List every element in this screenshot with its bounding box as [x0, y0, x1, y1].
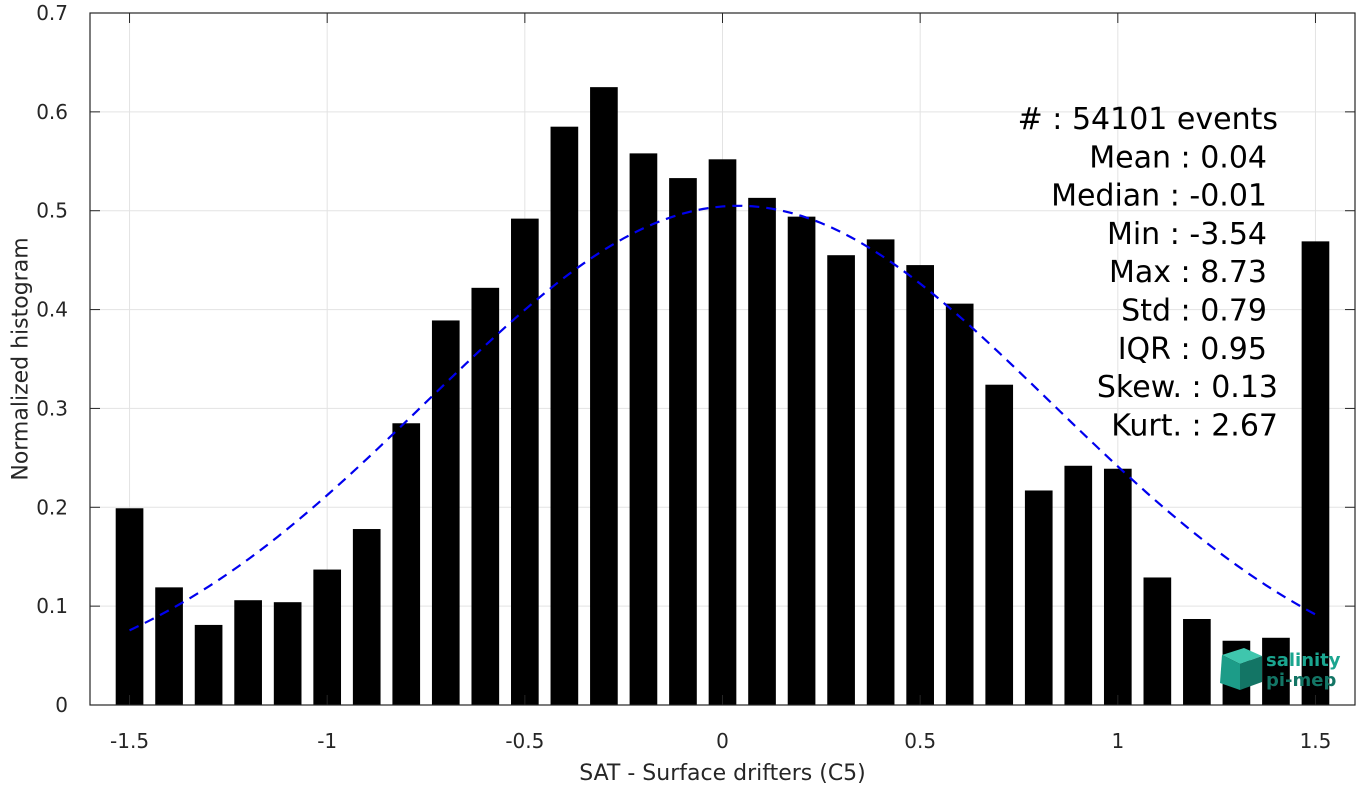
- y-tick-label: 0.3: [36, 396, 68, 420]
- stat-annotation: # : 54101 events: [1018, 102, 1278, 137]
- histogram-bar: [629, 153, 658, 705]
- x-axis: -1.5 -1 -0.5 0 0.5 1 1.5: [110, 13, 1331, 753]
- histogram-bar: [155, 587, 183, 705]
- histogram-bar: [1262, 637, 1290, 705]
- histogram-bar: [392, 423, 421, 705]
- gaussian-fit-line: [129, 204, 1316, 632]
- histogram-bar: [550, 126, 579, 705]
- histogram-bar: [708, 159, 737, 705]
- histogram-bar: [1301, 241, 1330, 706]
- x-tick-label: -1.5: [110, 729, 149, 753]
- histogram-bar: [313, 569, 342, 705]
- cube-logo-icon: [1220, 648, 1262, 690]
- y-tick-label: 0.1: [36, 594, 68, 618]
- stat-annotation: Kurt. : 2.67: [1111, 408, 1278, 443]
- histogram-bar: [827, 255, 855, 705]
- histogram-bar: [748, 197, 776, 705]
- histogram-bar: [273, 602, 302, 705]
- stat-annotation: Median : -0.01: [1051, 179, 1267, 214]
- histogram-bar: [787, 216, 816, 705]
- histogram-bar: [866, 239, 895, 705]
- x-tick-label: 0.5: [904, 729, 936, 753]
- x-tick-label: 1: [1111, 729, 1124, 753]
- histogram-bar: [1143, 577, 1172, 705]
- stat-annotation: IQR : 0.95: [1118, 332, 1267, 367]
- y-tick-label: 0.5: [36, 199, 68, 223]
- bars: [115, 87, 1330, 706]
- histogram-bar: [471, 287, 500, 705]
- histogram-bar: [194, 624, 223, 705]
- histogram-bar: [431, 320, 460, 705]
- histogram-bar: [1183, 618, 1211, 705]
- histogram-bar: [352, 529, 381, 705]
- stat-annotation: Skew. : 0.13: [1097, 370, 1278, 405]
- x-tick-label: 0: [716, 729, 729, 753]
- y-tick-label: 0.7: [36, 1, 68, 25]
- histogram-bar: [669, 178, 697, 705]
- y-tick-label: 0.6: [36, 100, 68, 124]
- x-tick-label: -0.5: [505, 729, 544, 753]
- logo-text-pimep: pi-mep: [1266, 670, 1336, 691]
- histogram-bar: [234, 600, 262, 705]
- y-tick-label: 0.2: [36, 495, 68, 519]
- y-axis-label: Normalized histogram: [9, 237, 34, 480]
- salinity-pimep-logo: salinity pi-mep: [1220, 648, 1341, 691]
- histogram-bar: [1064, 465, 1093, 705]
- y-tick-label: 0: [55, 693, 68, 717]
- y-tick-label: 0.4: [36, 298, 68, 322]
- logo-text-salinity: salinity: [1266, 650, 1341, 671]
- histogram-bar: [985, 384, 1014, 705]
- histogram-bar: [115, 508, 144, 705]
- gaussian-fit: [129, 204, 1316, 632]
- stat-annotation: Max : 8.73: [1109, 255, 1267, 290]
- histogram-bar: [1103, 468, 1132, 705]
- histogram-bar: [590, 87, 618, 705]
- stat-annotation: Min : -3.54: [1107, 217, 1267, 252]
- histogram-bar: [945, 303, 974, 705]
- stat-annotation: Mean : 0.04: [1089, 140, 1267, 175]
- histogram-bar: [1024, 490, 1053, 705]
- y-axis: 0 0.1 0.2 0.3 0.4 0.5 0.6 0.7: [36, 1, 1355, 717]
- stat-annotation: Std : 0.79: [1121, 294, 1267, 329]
- x-axis-label: SAT - Surface drifters (C5): [579, 761, 866, 785]
- x-tick-label: -1: [317, 729, 337, 753]
- histogram-bar: [511, 218, 539, 705]
- histogram-bar: [906, 265, 934, 705]
- x-tick-label: 1.5: [1300, 729, 1332, 753]
